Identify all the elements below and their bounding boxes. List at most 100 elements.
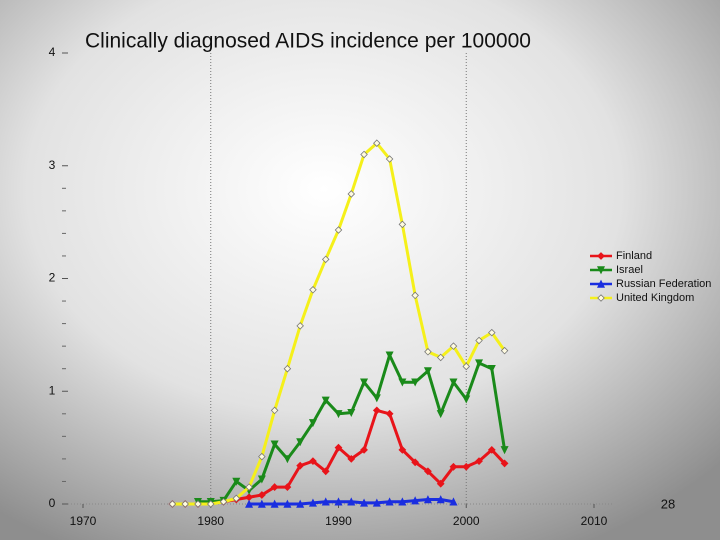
marker: [597, 294, 605, 302]
marker: [488, 328, 496, 337]
marker: [462, 395, 471, 404]
marker: [257, 491, 266, 499]
marker: [270, 499, 279, 508]
marker: [500, 446, 509, 455]
x-tick-label: 2010: [581, 514, 608, 528]
marker: [283, 483, 292, 491]
marker: [308, 498, 317, 507]
marker: [597, 252, 605, 260]
marker: [500, 346, 509, 355]
marker: [347, 454, 356, 463]
marker: [360, 498, 369, 507]
x-tick-label: 2000: [453, 514, 480, 528]
marker: [449, 462, 458, 471]
marker: [596, 266, 606, 275]
legend-label: Finland: [616, 250, 652, 262]
marker: [309, 286, 317, 294]
marker: [475, 457, 483, 466]
marker: [423, 495, 432, 504]
marker: [219, 497, 228, 506]
marker: [475, 336, 483, 345]
marker: [347, 497, 356, 506]
marker: [385, 351, 394, 360]
marker: [257, 499, 266, 508]
marker: [385, 155, 394, 163]
marker: [334, 443, 343, 452]
marker: [283, 455, 292, 464]
marker: [296, 438, 305, 447]
marker: [436, 353, 445, 362]
marker: [309, 457, 317, 466]
marker: [436, 479, 445, 488]
marker: [398, 445, 407, 454]
x-tick-label: 1990: [325, 514, 352, 528]
marker: [411, 291, 419, 300]
marker: [257, 475, 266, 484]
marker: [385, 409, 394, 418]
marker: [398, 497, 407, 506]
page-number: 28: [661, 496, 675, 511]
y-tick-label: 0: [49, 496, 56, 510]
marker: [283, 499, 292, 508]
marker: [270, 483, 279, 491]
marker: [321, 497, 330, 506]
marker: [168, 500, 177, 508]
marker: [423, 367, 432, 376]
legend-label: United Kingdom: [616, 292, 694, 304]
marker: [372, 406, 381, 415]
y-tick-label: 2: [49, 271, 56, 285]
marker: [449, 342, 458, 350]
marker: [462, 462, 471, 471]
marker: [334, 226, 343, 234]
marker: [321, 255, 330, 264]
marker: [308, 419, 317, 428]
marker: [411, 378, 420, 387]
legend-label: Russian Federation: [616, 278, 711, 290]
marker: [411, 496, 420, 505]
marker: [424, 467, 432, 476]
marker: [360, 445, 368, 454]
marker: [283, 364, 292, 373]
marker: [449, 378, 458, 387]
marker: [245, 499, 254, 508]
marker: [373, 139, 381, 147]
marker: [296, 322, 304, 330]
marker: [385, 497, 394, 506]
marker: [347, 408, 356, 417]
marker: [270, 440, 279, 449]
marker: [500, 459, 509, 468]
marker: [194, 500, 202, 508]
marker: [270, 406, 279, 415]
x-tick-label: 1980: [197, 514, 224, 528]
marker: [232, 477, 241, 486]
legend-label: Israel: [616, 264, 643, 276]
chart-title: Clinically diagnosed AIDS incidence per …: [85, 30, 531, 53]
marker: [398, 220, 407, 229]
marker: [436, 495, 445, 504]
marker: [462, 362, 471, 371]
marker: [334, 410, 343, 419]
marker: [334, 497, 343, 506]
marker: [449, 497, 458, 506]
y-tick-label: 3: [49, 158, 56, 172]
marker: [296, 461, 305, 470]
marker: [321, 396, 330, 405]
marker: [487, 365, 496, 374]
marker: [258, 452, 266, 461]
y-tick-label: 1: [49, 383, 56, 397]
marker: [424, 348, 432, 356]
marker: [321, 467, 330, 476]
marker: [245, 483, 253, 491]
marker: [372, 394, 381, 403]
marker: [436, 410, 445, 419]
x-tick-label: 1970: [70, 514, 97, 528]
marker: [360, 378, 369, 387]
marker: [206, 500, 215, 508]
y-tick-label: 4: [49, 45, 56, 59]
marker: [232, 494, 241, 503]
marker: [411, 458, 420, 467]
marker: [296, 499, 305, 508]
marker: [596, 279, 606, 288]
marker: [181, 500, 189, 508]
